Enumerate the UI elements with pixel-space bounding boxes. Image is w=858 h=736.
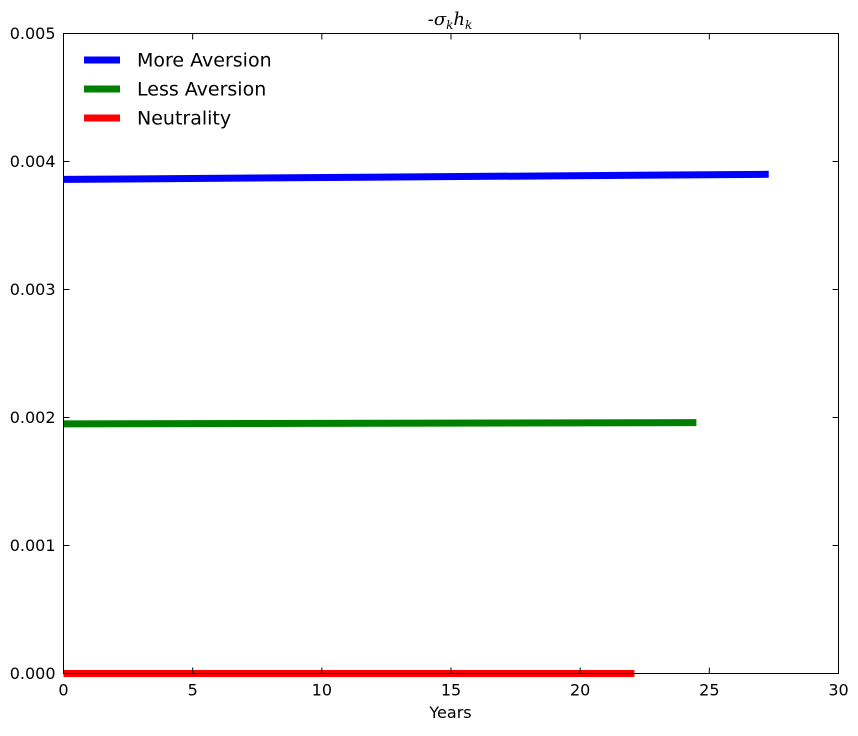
x-tick-label: 0	[58, 681, 68, 700]
plot-frame	[64, 34, 839, 674]
chart-title-part: h	[453, 9, 465, 30]
chart-title-part: -σ	[428, 9, 447, 30]
series-line-0	[64, 174, 769, 179]
y-tick-label: 0.000	[10, 664, 56, 683]
y-tick-label: 0.002	[10, 408, 56, 427]
y-tick-label: 0.003	[10, 280, 56, 299]
x-tick-label: 15	[441, 681, 461, 700]
x-tick-label: 5	[188, 681, 198, 700]
ticks-layer: 0 5 10 15 20 25 30 0.000 0.001 0.002 0.003 0.004 0.0…	[10, 24, 849, 700]
y-tick-label: 0.005	[10, 24, 56, 43]
series-layer	[64, 174, 769, 673]
legend: More Aversion Less Aversion Neutrality	[84, 50, 272, 130]
y-tick-label: 0.001	[10, 536, 56, 555]
chart-title-subscript: k	[446, 18, 453, 32]
x-tick-label: 25	[699, 681, 719, 700]
legend-label-0: More Aversion	[137, 50, 272, 72]
x-tick-label: 10	[312, 681, 332, 700]
x-tick-label: 30	[828, 681, 848, 700]
chart-title-subscript: k	[465, 18, 472, 32]
legend-label-2: Neutrality	[137, 108, 231, 130]
chart-title: -σkhk	[428, 9, 473, 32]
x-axis-label: Years	[428, 703, 471, 722]
x-tick-label: 20	[570, 681, 590, 700]
y-tick-label: 0.004	[10, 152, 56, 171]
legend-label-1: Less Aversion	[137, 79, 266, 101]
series-line-1	[64, 423, 697, 424]
